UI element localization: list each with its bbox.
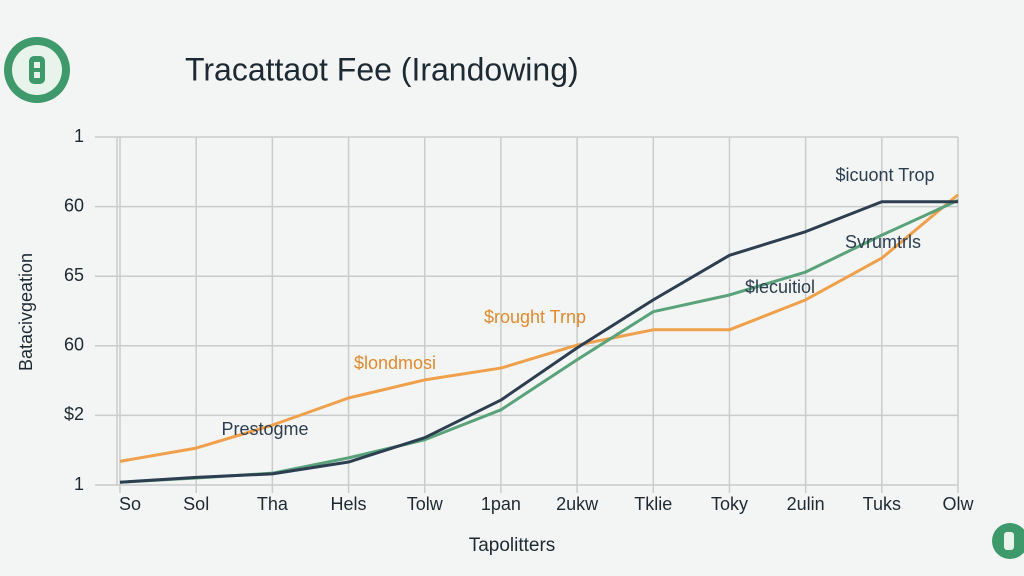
x-tick-label: Toky <box>711 494 748 514</box>
annotation: Svrumtrls <box>845 232 921 252</box>
x-tick-label: So <box>119 494 141 514</box>
annotation: $rought Trnp <box>484 307 586 327</box>
annotation: $londmosi <box>354 353 436 373</box>
annotation: Prestogme <box>221 419 308 439</box>
annotation: $lecuitiol <box>745 277 815 297</box>
x-tick-label: Hels <box>331 494 367 514</box>
logo <box>4 37 70 103</box>
x-tick-label: Sol <box>183 494 209 514</box>
series-line <box>119 200 958 484</box>
y-tick-label: 65 <box>64 265 84 285</box>
x-tick-label: Tha <box>257 494 289 514</box>
x-tick-label: 2ulin <box>787 494 825 514</box>
x-tick-label: Tolw <box>407 494 444 514</box>
y-axis-label: Batacivgeation <box>16 253 36 371</box>
x-tick-label: 1pan <box>481 494 521 514</box>
x-tick-label: 2ukw <box>556 494 599 514</box>
y-tick-label: 60 <box>64 195 84 215</box>
y-tick-label: 60 <box>64 335 84 355</box>
chart-title: Tracattaot Fee (Irandowing) <box>185 51 579 87</box>
y-tick-label: $2 <box>64 404 84 424</box>
x-axis-label: Tapolitters <box>469 535 556 556</box>
series-line <box>119 193 959 463</box>
y-tick-label: 1 <box>74 474 84 494</box>
y-tick-label: 1 <box>74 126 84 146</box>
x-tick-label: Tklie <box>634 494 672 514</box>
x-tick-label: Olw <box>943 494 975 514</box>
corner-logo <box>992 523 1024 559</box>
annotation: $icuont Trop <box>835 165 934 185</box>
x-tick-label: Tuks <box>863 494 901 514</box>
